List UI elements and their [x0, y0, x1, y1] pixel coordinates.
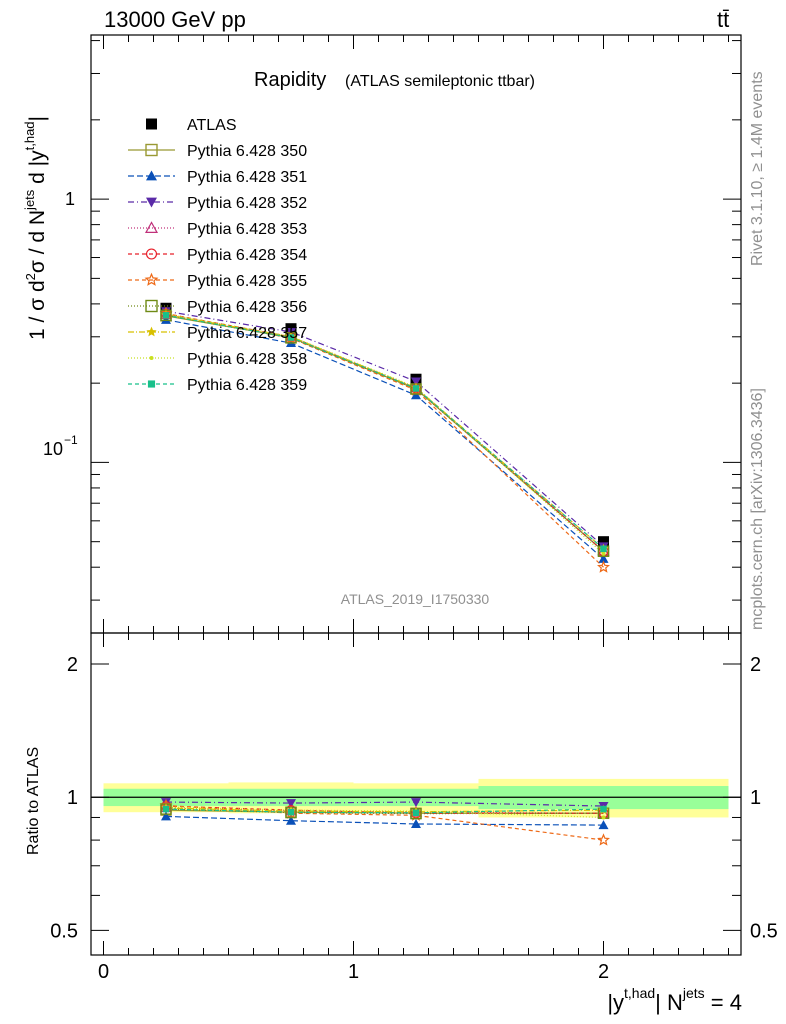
ratio-point-5-3 [597, 833, 610, 846]
legend: ATLAS Pythia 6.428 350 Pythia 6.428 351 Pyt… [128, 117, 307, 394]
y-tick-label-0.1-exponent: −1 [64, 433, 78, 447]
ratio-y-tick-label-left: 2 [67, 654, 78, 676]
ratio-point-2-1 [286, 799, 296, 809]
ratio-line-1 [165, 815, 604, 826]
data-point-10-1 [287, 334, 295, 341]
ratio-point-9-0 [162, 805, 170, 813]
legend-marker [144, 272, 159, 286]
analysis-watermark: ATLAS_2019_I1750330 [341, 591, 490, 607]
x-tick-label: 2 [598, 961, 609, 983]
ratio-point-1-3 [598, 820, 609, 830]
data-point-2-3 [598, 553, 609, 563]
ratio-point-8-3 [601, 815, 606, 820]
legend-label: ATLAS [187, 117, 237, 134]
series-line-10 [165, 314, 604, 550]
ratio-point-9-1 [287, 808, 295, 816]
data-point-9-3 [601, 551, 606, 556]
ratio-line-2 [165, 801, 604, 807]
data-point-10-0 [162, 312, 170, 319]
y-axis-label-main: 1 / σ d2σ / d Njets d |yt,had| [22, 116, 49, 340]
series-line-2 [165, 319, 604, 560]
data-point-2-0 [161, 314, 171, 324]
ratio-point-2-2 [411, 798, 421, 808]
data-point-6-3 [597, 560, 610, 573]
ratio-point-1-0 [161, 811, 171, 821]
main-axis-ticks [91, 35, 741, 633]
ratio-y-tick-label-right: 2 [750, 654, 761, 676]
legend-marker [145, 143, 158, 157]
ratio-y-tick-label-right: 1 [750, 787, 761, 809]
series-line-9 [165, 313, 604, 555]
ratio-panel: 0.5 0.5 1 1 2 2 0 1 2 Ratio to ATLAS |yt,had| Nj… [25, 632, 778, 1015]
ratio-y-tick-label-left: 1 [67, 787, 78, 809]
x-tick-label: 0 [98, 961, 109, 983]
data-point-10-3 [600, 545, 607, 553]
ratio-y-tick-label-left: 0.5 [50, 920, 78, 942]
x-axis-label: |yt,had| Njets = 4 [607, 985, 742, 1015]
legend-label: Pythia 6.428 359 [187, 377, 307, 394]
ratio-line-4 [165, 805, 604, 814]
ratio-line-5 [165, 804, 604, 841]
x-tick-label: 1 [348, 961, 359, 983]
mcplots-label: mcplots.cern.ch [arXiv:1306.3436] [749, 388, 766, 630]
chart-subtitle: (ATLAS semileptonic ttbar) [345, 73, 535, 90]
series-line-3 [165, 310, 604, 547]
ratio-point-5-2 [409, 808, 423, 821]
legend-label: Pythia 6.428 357 [187, 325, 307, 342]
main-series-markers [159, 302, 610, 573]
data-point-10-2 [412, 385, 420, 392]
main-panel: 1 10 −1 Rapidity (ATLAS semileptonic ttb… [22, 34, 742, 634]
legend-marker [146, 118, 157, 130]
legend-marker [145, 299, 158, 313]
y-tick-label-0.1: 10 [43, 439, 63, 459]
legend-label: Pythia 6.428 352 [187, 195, 307, 212]
legend-label: Pythia 6.428 358 [187, 351, 307, 368]
y-axis-label-ratio: Ratio to ATLAS [25, 747, 42, 855]
series-line-4 [165, 313, 604, 552]
ratio-series-lines [165, 801, 604, 841]
ratio-point-9-2 [412, 809, 420, 817]
legend-marker [149, 356, 154, 360]
legend-marker [146, 170, 157, 181]
legend-marker [145, 248, 158, 260]
y-tick-label-1: 1 [65, 189, 75, 209]
ratio-series-markers [159, 798, 610, 846]
ratio-point-5-1 [284, 806, 298, 819]
legend-marker [146, 326, 157, 337]
legend-marker [144, 221, 159, 233]
legend-marker [147, 380, 156, 388]
legend-label: Pythia 6.428 356 [187, 299, 307, 316]
legend-label: Pythia 6.428 353 [187, 221, 307, 238]
ratio-y-tick-label-right: 0.5 [750, 920, 778, 942]
ratio-axis-ticks [91, 633, 741, 955]
header-left: 13000 GeV pp [104, 7, 246, 32]
ratio-line-9 [165, 808, 604, 814]
legend-marker [146, 197, 157, 208]
chart-title: Rapidity [254, 69, 326, 91]
y-tick-label-base: 10 [43, 439, 63, 459]
data-point-0-3 [598, 536, 609, 548]
legend-label: Pythia 6.428 355 [187, 273, 307, 290]
ratio-frame [90, 632, 742, 956]
main-series-lines [165, 310, 604, 568]
legend-label: Pythia 6.428 350 [187, 143, 307, 160]
ratio-tick-labels: 0.5 0.5 1 1 2 2 0 1 2 [50, 654, 778, 983]
legend-label: Pythia 6.428 351 [187, 169, 307, 186]
ratio-point-9-3 [600, 805, 607, 813]
ratio-point-1-1 [286, 815, 296, 825]
data-point-6-2 [409, 383, 423, 396]
series-line-8 [165, 314, 604, 550]
series-line-5 [165, 313, 604, 552]
rivet-label: Rivet 3.1.10, ≥ 1.4M events [749, 71, 766, 266]
legend-label: Pythia 6.428 354 [187, 247, 307, 264]
ratio-point-1-2 [411, 818, 421, 828]
header-right: tt̄ [717, 7, 729, 32]
